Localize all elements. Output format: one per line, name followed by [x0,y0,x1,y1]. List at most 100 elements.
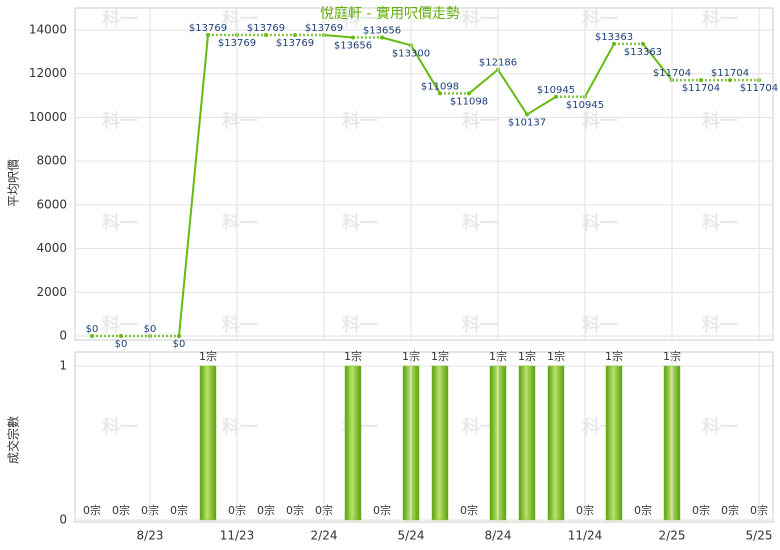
value-label: $13656 [363,26,401,37]
watermark: 科一 [702,212,738,234]
value-label: 0宗 [460,503,478,517]
value-label: 1宗 [199,349,217,363]
watermark: 科一 [462,416,498,438]
y-tick-label: 8000 [36,154,67,168]
value-label: 0宗 [692,503,710,517]
value-label: $0 [86,324,99,335]
chart-title: 悅庭軒 - 實用呎價走勢 [320,5,460,22]
watermark: 科一 [462,314,498,336]
bar [518,365,536,521]
value-label: 0宗 [286,503,304,517]
value-label: 1宗 [518,349,536,363]
y-tick-label: 12000 [29,66,67,80]
watermark: 科一 [222,8,258,30]
value-label: $13363 [624,47,662,58]
point [264,33,268,38]
point [467,91,471,96]
point [206,33,210,38]
line-segment [410,44,441,94]
watermark: 科一 [582,110,618,132]
watermark: 科一 [702,416,738,438]
watermark: 科一 [102,212,138,234]
x-tick-label: 2/25 [659,529,686,543]
point [699,78,703,83]
x-tick-label: 11/23 [220,529,255,543]
point [641,41,645,46]
watermark: 科一 [702,314,738,336]
point [525,112,529,117]
value-label: 1宗 [547,349,565,363]
watermark: 科一 [582,212,618,234]
bar [605,365,623,521]
value-label: $10945 [537,85,575,96]
value-label: $11704 [682,83,720,94]
watermark: 科一 [582,314,618,336]
watermark: 科一 [342,110,378,132]
point [177,334,181,338]
value-label: $13656 [334,41,372,52]
watermark: 科一 [102,314,138,336]
watermark: 科一 [582,8,618,30]
y-tick-label: 1 [59,359,67,373]
watermark: 科一 [222,314,258,336]
line-segment [584,43,615,98]
watermark: 科一 [462,110,498,132]
bar [199,365,217,521]
watermark: 科一 [342,314,378,336]
watermark: 科一 [702,110,738,132]
bottom-frame [74,351,774,523]
bar [344,365,362,521]
point [90,334,94,338]
value-label: 0宗 [83,503,101,517]
watermark: 科一 [342,212,378,234]
watermark: 科一 [222,110,258,132]
watermark: 科一 [462,8,498,30]
x-tick-label: 2/24 [311,529,338,543]
y-tick-label: 6000 [36,197,67,211]
value-label: $11704 [711,68,749,79]
watermark: 科一 [702,8,738,30]
line-segment [526,95,557,116]
point [438,91,442,96]
value-label: $10137 [508,117,546,128]
value-label: 0宗 [257,503,275,517]
y-tick-label: 0 [59,329,67,343]
y-tick-label: 0 [59,513,67,527]
y-axis-label: 平均呎價 [7,159,21,207]
value-label: 0宗 [373,503,391,517]
value-label: 0宗 [170,503,188,517]
line-segment [381,36,412,47]
value-label: $11098 [421,81,459,92]
value-label: 0宗 [634,503,652,517]
value-label: 1宗 [431,349,449,363]
value-label: $13363 [595,32,633,43]
point [119,334,123,338]
value-label: $13769 [247,23,285,34]
value-label: 0宗 [112,503,130,517]
value-label: $13769 [276,38,314,49]
watermark: 科一 [222,416,258,438]
watermark: 科一 [102,416,138,438]
line-segment [468,68,499,95]
watermark: 科一 [462,212,498,234]
line-segment [497,69,528,115]
value-label: $11098 [450,96,488,107]
x-tick-label: 5/24 [398,529,425,543]
x-tick-label: 5/25 [746,529,773,543]
y-tick-label: 4000 [36,241,67,255]
top-frame [74,7,774,341]
value-label: 0宗 [721,503,739,517]
point [612,41,616,46]
y-tick-label: 14000 [29,23,67,37]
line-segment [178,34,209,337]
watermark: 科一 [102,8,138,30]
value-label: $0 [115,339,128,350]
bar [431,365,449,521]
watermark: 科一 [222,212,258,234]
x-tick-label: 8/23 [137,529,164,543]
watermark: 科一 [342,8,378,30]
line-segment [323,34,354,39]
line-segment [642,43,673,81]
